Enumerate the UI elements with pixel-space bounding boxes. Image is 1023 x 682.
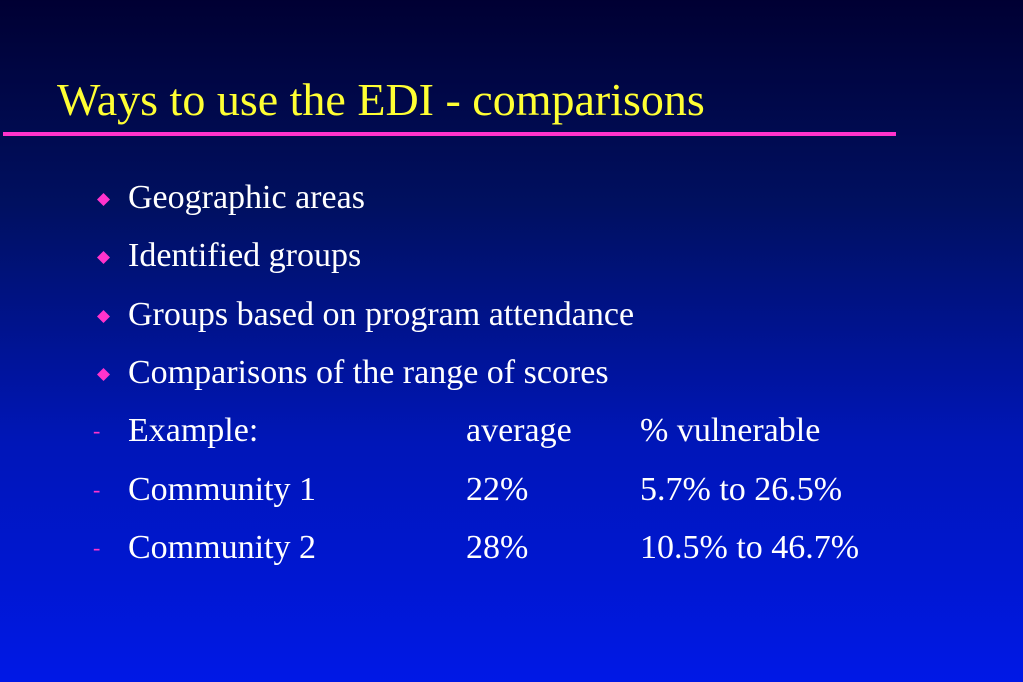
row-vulnerable: 5.7% to 26.5% — [640, 471, 843, 508]
row-vulnerable: 10.5% to 46.7% — [640, 529, 860, 566]
bullet-text: Groups based on program attendance — [128, 296, 635, 333]
row-average: 22% — [466, 471, 529, 508]
header-average: average — [466, 412, 572, 449]
bullet-text: Identified groups — [128, 237, 362, 274]
row-label: Community 1 — [128, 471, 316, 508]
diamond-icon — [97, 193, 110, 206]
diamond-icon — [97, 251, 110, 264]
dash-marker: - — [93, 418, 101, 443]
slide-title: Ways to use the EDI - comparisons — [57, 74, 705, 125]
header-example: Example: — [128, 412, 259, 449]
bullet-text: Geographic areas — [128, 179, 365, 216]
title-underline — [3, 132, 896, 136]
row-label: Community 2 — [128, 529, 316, 566]
dash-marker: - — [93, 535, 101, 560]
header-vulnerable: % vulnerable — [640, 412, 821, 449]
bullet-text: Comparisons of the range of scores — [128, 354, 609, 391]
dash-marker: - — [93, 477, 101, 502]
diamond-icon — [97, 310, 110, 323]
row-average: 28% — [466, 529, 529, 566]
diamond-icon — [97, 368, 110, 381]
